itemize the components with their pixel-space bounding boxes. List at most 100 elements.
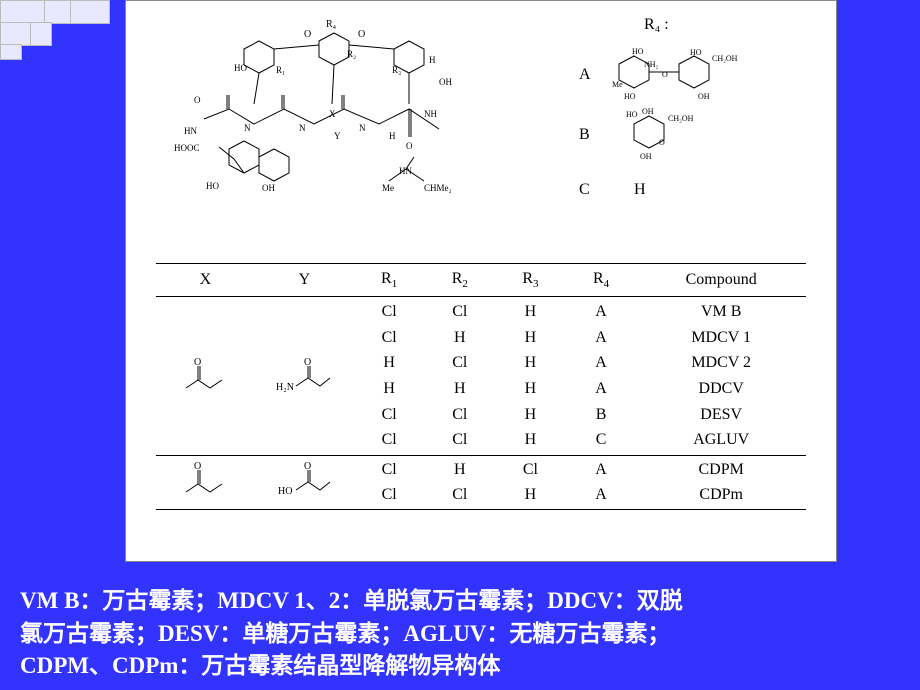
svg-text:Me: Me [612, 80, 623, 89]
cell-r3: H [495, 299, 566, 325]
aryl-ring-center [319, 33, 349, 65]
table-rule-bottom [156, 509, 806, 510]
cell-r2: Cl [424, 483, 495, 508]
svg-text:OH: OH [439, 77, 452, 87]
svg-text:HO: HO [632, 47, 644, 56]
caption-line3: CDPM、CDPm：万古霉素结晶型降解物异构体 [20, 653, 500, 678]
cell-r4: B [566, 402, 637, 428]
cell-r3: H [495, 376, 566, 402]
monosaccharide-icon: HO OH CH₂OH OH O [626, 107, 694, 161]
vancomycin-structure-svg: R₄ O O R₂ R₁ R₃ N N [134, 9, 828, 249]
col-r2: R2 [424, 266, 495, 294]
aryl-ring-left [244, 41, 274, 73]
svg-text:R₁: R₁ [276, 65, 285, 75]
cell-compound: CDPm [636, 483, 806, 508]
cell-r2: Cl [424, 427, 495, 453]
svg-text:O: O [194, 357, 201, 368]
cell-r3: H [495, 483, 566, 508]
svg-text:HO: HO [206, 181, 219, 191]
svg-text:HO: HO [624, 92, 636, 101]
svg-text:OH: OH [642, 107, 654, 116]
svg-text:H: H [389, 131, 396, 141]
svg-text:R₂: R₂ [347, 49, 356, 59]
cell-r1: Cl [354, 299, 425, 325]
svg-text:O: O [304, 461, 311, 472]
svg-text:H: H [429, 55, 436, 65]
figure-panel: R₄ O O R₂ R₁ R₃ N N [125, 0, 837, 562]
caption-line2: 氯万古霉素；DESV：单糖万古霉素；AGLUV：无糖万古霉素； [20, 621, 670, 646]
y-struct-acid: O HO [255, 458, 354, 507]
cell-r3: H [495, 402, 566, 428]
caption-line1: VM B：万古霉素；MDCV 1、2：单脱氯万古霉素；DDCV：双脱 [20, 588, 683, 613]
svg-text:O: O [304, 29, 311, 40]
cell-r1: Cl [354, 483, 425, 508]
col-r3: R3 [495, 266, 566, 294]
cell-r3: H [495, 325, 566, 351]
svg-text:R₃: R₃ [392, 65, 401, 75]
svg-text:OH: OH [262, 183, 275, 193]
svg-text:O: O [406, 141, 413, 151]
compound-table: X Y R1 R2 R3 R4 Compound OOH₂NClClHAVM B… [156, 261, 806, 512]
cell-r1: Cl [354, 458, 425, 483]
svg-text:O: O [659, 138, 665, 147]
corner-square [0, 0, 46, 24]
svg-text:O: O [194, 95, 201, 105]
cell-compound: CDPM [636, 458, 806, 483]
cell-r2: H [424, 376, 495, 402]
r4-option-c-label: C [579, 181, 590, 198]
svg-text:HO: HO [234, 63, 247, 73]
svg-text:O: O [662, 70, 668, 79]
cell-r1: H [354, 376, 425, 402]
svg-text:HO: HO [626, 110, 638, 119]
cell-r3: H [495, 351, 566, 377]
col-r1: R1 [354, 266, 425, 294]
svg-text:X: X [329, 109, 336, 119]
cell-compound: VM B [636, 299, 806, 325]
cell-r1: H [354, 351, 425, 377]
cell-r4: A [566, 325, 637, 351]
r4-option-a-label: A [579, 66, 591, 83]
figure-caption: VM B：万古霉素；MDCV 1、2：单脱氯万古霉素；DDCV：双脱 氯万古霉素… [20, 585, 900, 682]
cell-compound: DESV [636, 402, 806, 428]
cell-r3: H [495, 427, 566, 453]
svg-text:R₄: R₄ [326, 19, 337, 30]
col-y: Y [255, 266, 354, 294]
cell-r1: Cl [354, 325, 425, 351]
corner-square [44, 0, 72, 24]
svg-text:O: O [304, 357, 311, 368]
cell-r2: Cl [424, 299, 495, 325]
table-rule-top [156, 263, 806, 264]
svg-text:HO: HO [278, 486, 292, 497]
cell-r4: A [566, 351, 637, 377]
table-header-row: X Y R1 R2 R3 R4 Compound [156, 266, 806, 294]
cell-r4: A [566, 376, 637, 402]
svg-text:N: N [244, 123, 251, 133]
svg-text:OH: OH [698, 92, 710, 101]
corner-square [30, 22, 52, 46]
x-struct-ketone: O [156, 458, 255, 507]
table-rule-mid1 [156, 296, 806, 297]
corner-decoration [0, 0, 120, 60]
table-row: OOHOClHClACDPM [156, 458, 806, 483]
cell-r2: H [424, 458, 495, 483]
table-row: OOH₂NClClHAVM B [156, 299, 806, 325]
cell-r2: H [424, 325, 495, 351]
svg-text:Me: Me [382, 183, 394, 193]
cell-r2: Cl [424, 351, 495, 377]
svg-text:N: N [359, 123, 366, 133]
svg-text:Y: Y [334, 131, 341, 141]
col-compound: Compound [636, 266, 806, 294]
svg-text:H₂N: H₂N [276, 382, 294, 393]
svg-text:O: O [358, 29, 365, 40]
disaccharide-icon: HO NH₂ Me HO O HO CH₂OH OH [612, 47, 738, 101]
corner-square [70, 0, 110, 24]
cell-r3: Cl [495, 458, 566, 483]
cell-r4: C [566, 427, 637, 453]
col-x: X [156, 266, 255, 294]
svg-text:O: O [194, 461, 201, 472]
cell-r2: Cl [424, 402, 495, 428]
col-r4: R4 [566, 266, 637, 294]
cell-compound: AGLUV [636, 427, 806, 453]
svg-text:HO: HO [690, 48, 702, 57]
svg-text:CHMe₂: CHMe₂ [424, 183, 452, 193]
